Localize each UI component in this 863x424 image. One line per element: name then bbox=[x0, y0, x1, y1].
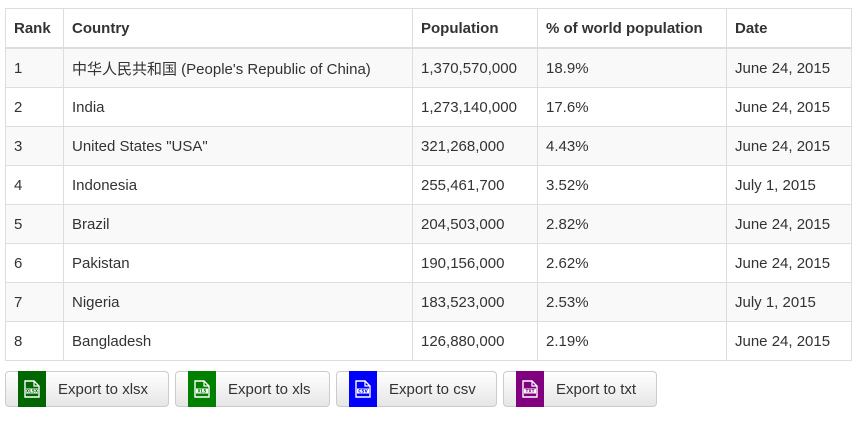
cell-percent: 2.82% bbox=[537, 204, 727, 244]
cell-rank: 1 bbox=[5, 47, 64, 88]
cell-rank: 7 bbox=[5, 282, 64, 322]
cell-population: 1,370,570,000 bbox=[412, 47, 538, 88]
cell-percent: 4.43% bbox=[537, 126, 727, 166]
cell-country: Brazil bbox=[63, 204, 413, 244]
cell-percent: 3.52% bbox=[537, 165, 727, 205]
cell-country: Indonesia bbox=[63, 165, 413, 205]
csv-file-icon: CSV bbox=[349, 371, 377, 407]
export-button-label: Export to xls bbox=[228, 380, 311, 398]
cell-date: June 24, 2015 bbox=[726, 321, 852, 361]
cell-percent: 2.19% bbox=[537, 321, 727, 361]
cell-population: 204,503,000 bbox=[412, 204, 538, 244]
cell-country: Pakistan bbox=[63, 243, 413, 283]
cell-percent: 2.53% bbox=[537, 282, 727, 322]
cell-percent: 18.9% bbox=[537, 47, 727, 88]
export-button-label: Export to csv bbox=[389, 380, 476, 398]
cell-rank: 3 bbox=[5, 126, 64, 166]
cell-population: 126,880,000 bbox=[412, 321, 538, 361]
cell-date: June 24, 2015 bbox=[726, 126, 852, 166]
population-table-container: Rank Country Population % of world popul… bbox=[5, 8, 852, 361]
cell-country: India bbox=[63, 87, 413, 127]
svg-text:XLS: XLS bbox=[198, 389, 207, 394]
population-table: Rank Country Population % of world popul… bbox=[5, 8, 852, 361]
cell-rank: 8 bbox=[5, 321, 64, 361]
cell-country: United States "USA" bbox=[63, 126, 413, 166]
table-row: 7 Nigeria 183,523,000 2.53% July 1, 2015 bbox=[5, 282, 852, 322]
cell-country: 中华人民共和国 (People's Republic of China) bbox=[63, 47, 413, 88]
cell-country: Nigeria bbox=[63, 282, 413, 322]
xls-file-icon: XLS bbox=[188, 371, 216, 407]
cell-population: 190,156,000 bbox=[412, 243, 538, 283]
txt-file-icon: TXT bbox=[516, 371, 544, 407]
cell-rank: 2 bbox=[5, 87, 64, 127]
export-toolbar: XLSX Export to xlsx XLS Export to xls CSV Exp… bbox=[5, 371, 657, 407]
cell-rank: 6 bbox=[5, 243, 64, 283]
table-row: 5 Brazil 204,503,000 2.82% June 24, 2015 bbox=[5, 204, 852, 244]
cell-population: 183,523,000 bbox=[412, 282, 538, 322]
cell-population: 1,273,140,000 bbox=[412, 87, 538, 127]
column-header-country[interactable]: Country bbox=[63, 8, 413, 49]
cell-percent: 17.6% bbox=[537, 87, 727, 127]
xlsx-file-icon: XLSX bbox=[18, 371, 46, 407]
table-row: 8 Bangladesh 126,880,000 2.19% June 24, 2015 bbox=[5, 321, 852, 361]
table-row: 1 中华人民共和国 (People's Republic of China) 1,3… bbox=[5, 47, 852, 88]
column-header-percent-world[interactable]: % of world population bbox=[537, 8, 727, 49]
export-txt-button[interactable]: TXT Export to txt bbox=[503, 371, 657, 407]
cell-population: 255,461,700 bbox=[412, 165, 538, 205]
cell-date: June 24, 2015 bbox=[726, 243, 852, 283]
export-button-label: Export to xlsx bbox=[58, 380, 149, 398]
cell-percent: 2.62% bbox=[537, 243, 727, 283]
table-body: 1 中华人民共和国 (People's Republic of China) 1,3… bbox=[5, 47, 852, 361]
cell-date: July 1, 2015 bbox=[726, 165, 852, 205]
column-header-date[interactable]: Date bbox=[726, 8, 852, 49]
column-header-population[interactable]: Population bbox=[412, 8, 538, 49]
column-header-rank[interactable]: Rank bbox=[5, 8, 64, 49]
table-row: 4 Indonesia 255,461,700 3.52% July 1, 2015 bbox=[5, 165, 852, 205]
cell-date: June 24, 2015 bbox=[726, 87, 852, 127]
table-header: Rank Country Population % of world popul… bbox=[5, 8, 852, 49]
table-row: 6 Pakistan 190,156,000 2.62% June 24, 2015 bbox=[5, 243, 852, 283]
cell-date: July 1, 2015 bbox=[726, 282, 852, 322]
export-csv-button[interactable]: CSV Export to csv bbox=[336, 371, 497, 407]
cell-population: 321,268,000 bbox=[412, 126, 538, 166]
table-row: 2 India 1,273,140,000 17.6% June 24, 2015 bbox=[5, 87, 852, 127]
export-button-label: Export to txt bbox=[556, 380, 637, 398]
cell-rank: 4 bbox=[5, 165, 64, 205]
cell-country: Bangladesh bbox=[63, 321, 413, 361]
svg-text:CSV: CSV bbox=[358, 389, 368, 394]
cell-date: June 24, 2015 bbox=[726, 204, 852, 244]
cell-date: June 24, 2015 bbox=[726, 47, 852, 88]
cell-rank: 5 bbox=[5, 204, 64, 244]
svg-text:XLSX: XLSX bbox=[26, 389, 39, 394]
header-row: Rank Country Population % of world popul… bbox=[5, 8, 852, 49]
table-row: 3 United States "USA" 321,268,000 4.43% June… bbox=[5, 126, 852, 166]
svg-text:TXT: TXT bbox=[526, 389, 535, 394]
export-xlsx-button[interactable]: XLSX Export to xlsx bbox=[5, 371, 169, 407]
export-xls-button[interactable]: XLS Export to xls bbox=[175, 371, 330, 407]
